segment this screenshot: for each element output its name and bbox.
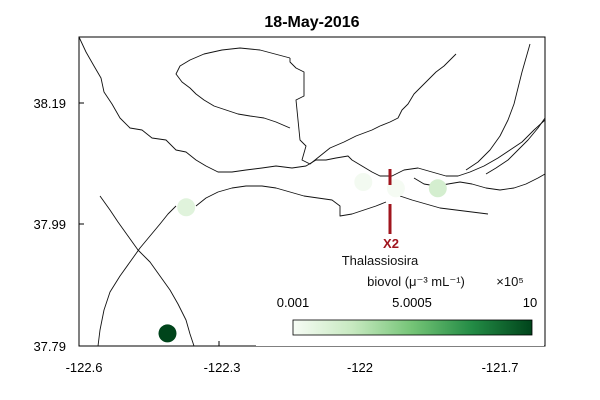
x-tick-label: -122 <box>347 360 373 375</box>
colorbar-tick-label: 0.001 <box>277 295 310 310</box>
x-tick-label: -122.3 <box>204 360 241 375</box>
colorbar-title-line1: Thalassiosira <box>342 253 419 268</box>
y-tick-label: 38.19 <box>33 96 66 111</box>
y-tick-label: 37.79 <box>33 339 66 354</box>
chart-title: 18-May-2016 <box>264 14 359 31</box>
colorbar: Thalassiosira biovol (μ⁻³ mL⁻¹) ×10⁵ 0.0… <box>256 250 544 346</box>
sample-point <box>158 324 177 343</box>
colorbar-tick-label: 5.0005 <box>392 295 432 310</box>
y-tick-label: 37.99 <box>33 217 66 232</box>
y-axis: 38.19 37.99 37.79 <box>33 96 84 354</box>
colorbar-title-line2: biovol (μ⁻³ mL⁻¹) <box>367 274 465 289</box>
samples-layer <box>158 173 447 343</box>
coastline <box>78 36 546 347</box>
sample-point <box>177 198 196 217</box>
x-tick-label: -122.6 <box>66 360 103 375</box>
x-tick-label: -121.7 <box>482 360 519 375</box>
colorbar-exponent: ×10⁵ <box>496 274 523 289</box>
sample-point <box>428 179 447 198</box>
colorbar-gradient <box>292 319 533 336</box>
x-axis: -122.6 -122.3 -122 -121.7 <box>66 341 519 375</box>
sample-point <box>354 173 373 191</box>
x2-label: X2 <box>383 236 399 251</box>
colorbar-tick-label: 10 <box>523 295 537 310</box>
x2-marker: X2 <box>383 169 399 251</box>
